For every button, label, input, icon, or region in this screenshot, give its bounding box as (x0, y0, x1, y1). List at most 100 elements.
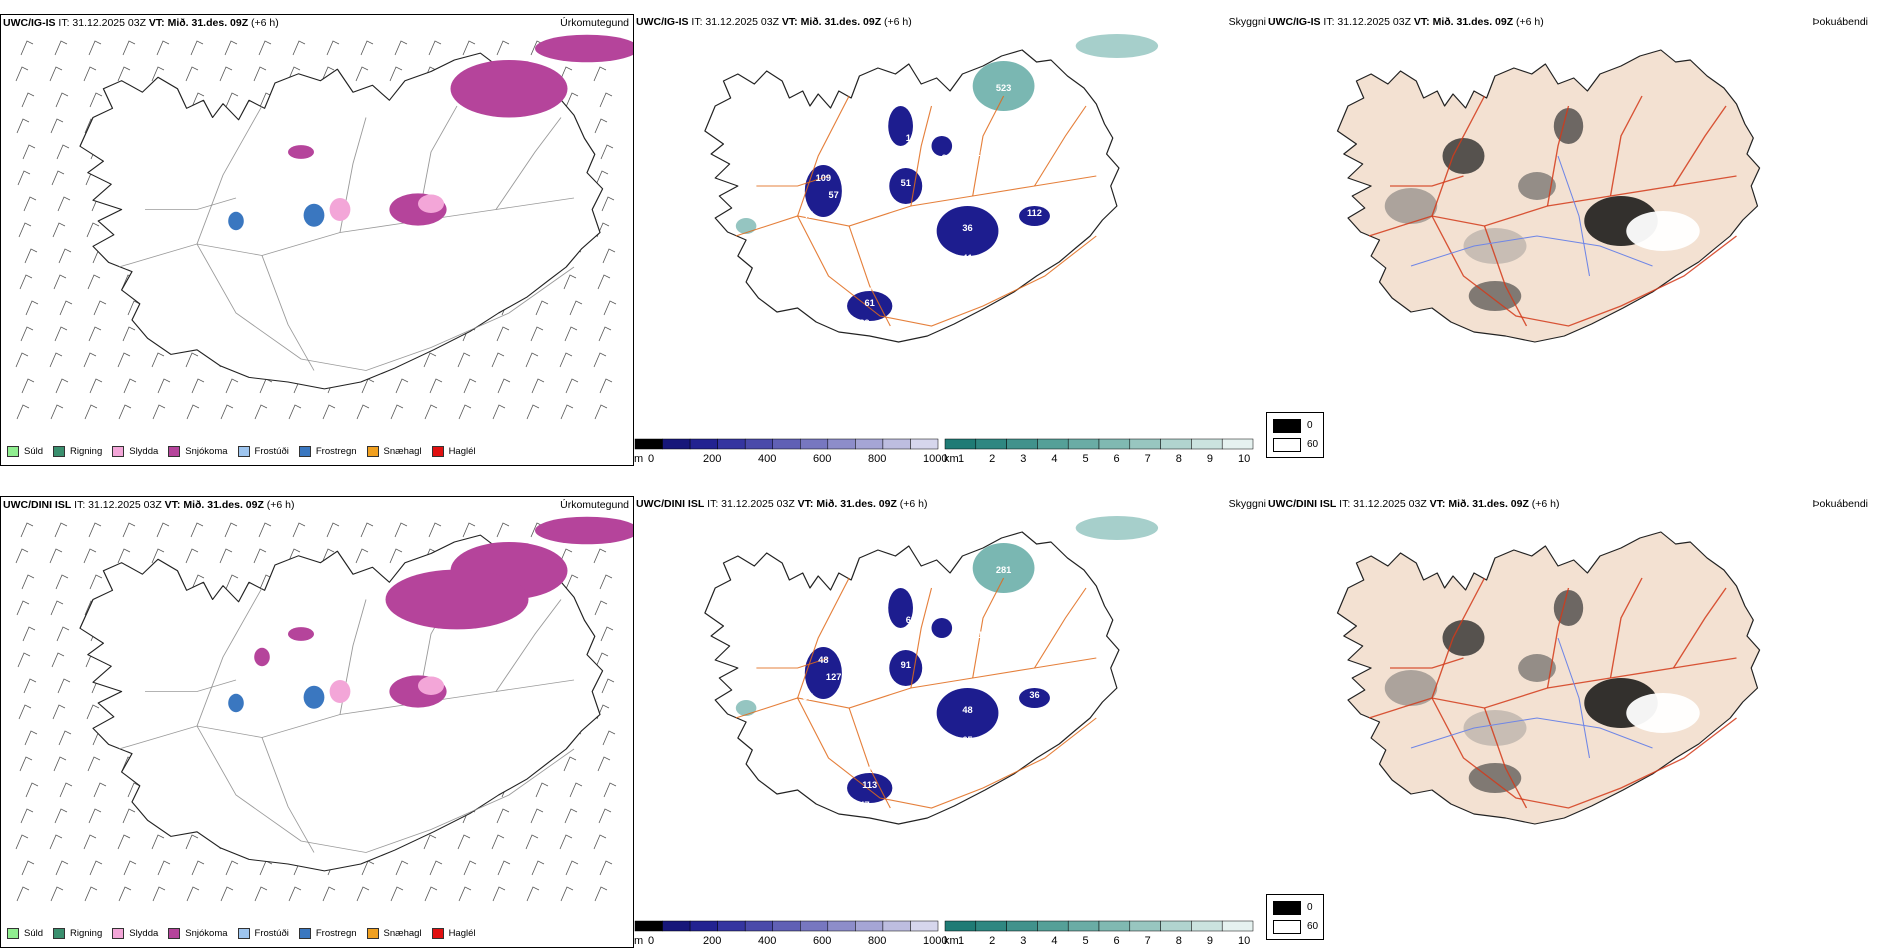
visibility-value-label: 127 (826, 672, 841, 682)
visibility-value-label: 58 (1060, 158, 1070, 168)
colorbar-cell (827, 438, 856, 450)
precip-panel-row1: UWC/IG-IS IT: 31.12.2025 03Z VT: Mið. 31… (0, 14, 634, 466)
valid-time: VT: Mið. 31.des. 09Z (164, 499, 264, 511)
colorbar-cell (855, 438, 884, 450)
model-name: UWC/DINI ISL (3, 499, 72, 511)
fog-legend: 0 60 (1266, 412, 1324, 458)
precip-panel-row2: UWC/DINI ISL IT: 31.12.2025 03Z VT: Mið.… (0, 496, 634, 948)
lead-time: (+6 h) (266, 499, 295, 511)
colorbar-tick-label: 800 (868, 935, 887, 947)
panel-title: Þokuábendi (1812, 498, 1868, 510)
ceiling-colorbar: m 0 200 400 600 800 1000 (634, 438, 947, 466)
colorbar-cell (944, 920, 977, 932)
colorbar-tick-label: 2 (989, 453, 996, 465)
legend-item-suld: Súld (7, 928, 43, 939)
colorbar-tick-label: 10 (1238, 453, 1251, 465)
fog-map (1336, 531, 1761, 825)
colorbar-tick-label: 0 (648, 935, 655, 947)
colorbar-tick-label: 1000 (923, 935, 948, 947)
colorbar-cell (910, 438, 939, 450)
colorbar-tick-label: 3 (1020, 453, 1027, 465)
colorbar-tick-label: 200 (703, 453, 722, 465)
lead-time: (+6 h) (884, 16, 912, 28)
fog-legend: 0 60 (1266, 894, 1324, 940)
panel-header: UWC/DINI ISL IT: 31.12.2025 03Z VT: Mið.… (3, 499, 295, 511)
colorbar-cell (1037, 920, 1069, 932)
colorbar-cell (772, 438, 801, 450)
colorbar-cell (1191, 438, 1223, 450)
visibility-value-label: 555 (1022, 600, 1037, 610)
visibility-value-label: 36 (1029, 690, 1039, 700)
colorbar-cell (1098, 920, 1131, 932)
colorbar-cell (1098, 438, 1131, 450)
legend-item-slydda: Slydda (112, 928, 158, 939)
colorbar-cell (1129, 438, 1161, 450)
legend-item-haglel: Haglél (431, 446, 476, 457)
cloud-panel-row2: UWC/DINI ISL IT: 31.12.2025 03Z VT: Mið.… (1266, 496, 1900, 948)
legend-item-snaehagl: Snæhagl (366, 928, 422, 939)
colorbar-cell (975, 438, 1007, 450)
colorbar-cell (634, 920, 663, 932)
visibility-value-label: 53 (813, 238, 823, 248)
colorbar-cell (800, 438, 829, 450)
colorbar-tick-label: 400 (758, 453, 777, 465)
ceiling-unit: m (634, 935, 644, 947)
colorbar-tick-label: 6 (1113, 935, 1120, 947)
visibility-value-label: 61 (865, 298, 875, 308)
colorbar-tick-label: 9 (1206, 935, 1213, 947)
legend-item-frostregn: Frostregn (298, 928, 357, 939)
colorbar-cell (662, 920, 691, 932)
precip-map (15, 34, 633, 420)
model-name: UWC/IG-IS (636, 16, 689, 28)
visibility-value-label: 50 (998, 208, 1008, 218)
colorbar-cell (1067, 438, 1100, 450)
colorbar-cell (1006, 920, 1038, 932)
colorbar-tick-label: 8 (1175, 453, 1182, 465)
colorbar-tick-label: 1000 (923, 453, 948, 465)
visibility-value-label: 82 (998, 690, 1008, 700)
colorbar-cell (744, 920, 773, 932)
visibility-value-label: 96 (1024, 118, 1034, 128)
precip-legend: Súld Rigning Slydda Snjókoma Frostúði Fr… (7, 928, 486, 939)
colorbar-cell (1067, 920, 1100, 932)
colorbar-tick-label: 0 (648, 453, 655, 465)
visibility-value-label: 112 (1027, 208, 1042, 218)
colorbar-cell (882, 920, 911, 932)
model-name: UWC/DINI ISL (636, 498, 705, 510)
colorbar-cell (910, 920, 939, 932)
colorbar-tick-label: 3 (1020, 935, 1027, 947)
precip-legend: Súld Rigning Slydda Snjókoma Frostúði Fr… (7, 446, 486, 457)
issue-time: IT: 31.12.2025 03Z (74, 499, 162, 511)
colorbar-cell (1006, 438, 1038, 450)
panel-title: Úrkomutegund (560, 17, 629, 29)
legend-item-frostudi: Frostúði (237, 446, 289, 457)
issue-time: IT: 31.12.2025 03Z (1339, 498, 1427, 510)
legend-item-frostregn: Frostregn (298, 446, 357, 457)
colorbar-cell (855, 920, 884, 932)
colorbar-cell (1191, 920, 1223, 932)
visibility-value-label: 76 (813, 720, 823, 730)
issue-time: IT: 31.12.2025 03Z (707, 498, 795, 510)
ceiling-unit: m (634, 453, 644, 465)
colorbar-cell (689, 920, 718, 932)
visibility-value-label: 39 (859, 318, 869, 328)
colorbar-tick-label: 7 (1144, 453, 1151, 465)
colorbar-cell (1037, 438, 1069, 450)
visibility-value-label: 13 (978, 630, 988, 640)
colorbar-tick-label: 600 (813, 453, 832, 465)
visibility-panel-row2: UWC/DINI ISL IT: 31.12.2025 03Z VT: Mið.… (634, 496, 1266, 948)
visibility-value-label: 63 (906, 615, 916, 625)
colorbar-tick-label: 1 (958, 935, 965, 947)
colorbar-tick-label: 5 (1082, 453, 1089, 465)
colorbar-tick-label: 4 (1051, 935, 1058, 947)
visibility-value-label: 113 (862, 780, 877, 790)
colorbar-cell (1221, 920, 1254, 932)
fog-map (1336, 49, 1761, 343)
panel-title: Úrkomutegund (560, 499, 629, 511)
visibility-value-label: 51 (901, 178, 911, 188)
visibility-value-label: 44 (870, 283, 881, 293)
visibility-value-label: 69 (1060, 640, 1070, 650)
valid-time: VT: Mið. 31.des. 09Z (797, 498, 897, 510)
